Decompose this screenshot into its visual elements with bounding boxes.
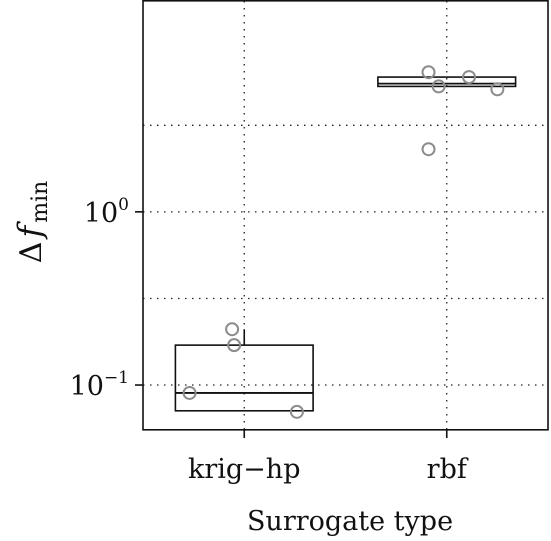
- data-point: [431, 79, 446, 94]
- plot-frame: [142, 0, 549, 431]
- y-tick-label: 100: [84, 195, 129, 229]
- data-point: [225, 322, 240, 337]
- data-point: [462, 70, 477, 85]
- box-iqr: [377, 76, 517, 88]
- y-tick-label: 10−1: [70, 368, 129, 402]
- point-layer: [182, 65, 505, 419]
- x-tick-label: krig−hp: [188, 454, 300, 485]
- y-axis-title: Δfmin: [11, 181, 53, 264]
- data-point: [421, 142, 436, 157]
- x-axis-title: Surrogate type: [247, 506, 453, 537]
- box-iqr: [174, 344, 314, 412]
- data-point: [421, 65, 436, 80]
- y-axis-title-symbol: Δ: [14, 242, 49, 264]
- data-point: [182, 385, 197, 400]
- data-point: [490, 82, 505, 97]
- data-point: [289, 404, 304, 419]
- x-tick-label: rbf: [427, 454, 469, 485]
- data-point: [227, 338, 242, 353]
- box-layer: [174, 76, 517, 412]
- y-axis-title-subscript: min: [28, 181, 53, 223]
- tick-layer: krig−hp rbf 10−1 100: [70, 195, 469, 485]
- svg-text:Δfmin: Δfmin: [11, 181, 53, 264]
- grid-layer: [143, 1, 548, 430]
